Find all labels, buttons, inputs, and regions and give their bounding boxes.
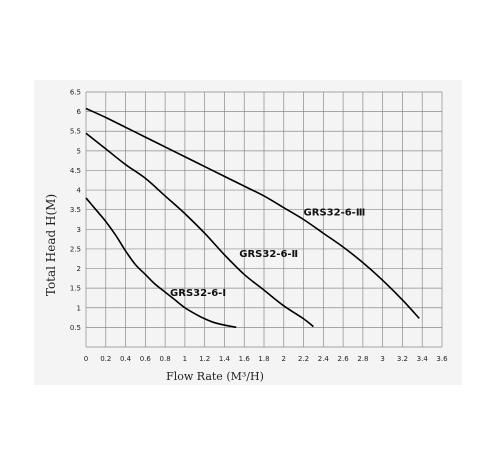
y-tick-label: 4 bbox=[77, 187, 82, 195]
y-tick-labels: 0.5 1 1.5 2 2.5 3 3.5 4 4.5 5 5.5 6 6.5 bbox=[70, 89, 82, 332]
x-tick-label: 3.6 bbox=[436, 355, 448, 363]
x-tick-label: 1.8 bbox=[258, 355, 269, 363]
x-tick-label: 2.4 bbox=[318, 355, 330, 363]
y-tick-label: 6.5 bbox=[70, 89, 81, 97]
x-tick-label: 1.6 bbox=[239, 355, 251, 363]
x-tick-label: 0.6 bbox=[140, 355, 152, 363]
series-label-3: GRS32-6-Ⅲ bbox=[304, 208, 366, 219]
x-tick-label: 2.6 bbox=[338, 355, 350, 363]
y-tick-label: 1 bbox=[77, 304, 81, 312]
series-line-1 bbox=[85, 197, 237, 329]
x-tick-label: 1 bbox=[183, 355, 187, 363]
y-tick-label: 0.5 bbox=[70, 324, 81, 332]
y-tick-label: 3.5 bbox=[70, 206, 81, 214]
x-tick-label: 0 bbox=[84, 355, 88, 363]
series-line-3 bbox=[85, 107, 420, 319]
y-tick-label: 4.5 bbox=[70, 167, 81, 175]
x-tick-label: 2 bbox=[282, 355, 286, 363]
x-tick-label: 0.4 bbox=[120, 355, 132, 363]
y-tick-label: 6 bbox=[77, 108, 82, 116]
x-axis-label: Flow Rate (M³/H) bbox=[166, 370, 264, 383]
y-tick-label: 2 bbox=[77, 265, 81, 273]
series-label-1: GRS32-6-Ⅰ bbox=[170, 288, 226, 299]
x-tick-label: 0.2 bbox=[100, 355, 111, 363]
x-tick-label: 0.8 bbox=[160, 355, 171, 363]
x-tick-label: 2.2 bbox=[298, 355, 309, 363]
y-tick-label: 2.5 bbox=[70, 245, 81, 253]
x-tick-label: 3.4 bbox=[417, 355, 429, 363]
y-tick-label: 1.5 bbox=[70, 285, 81, 293]
x-tick-label: 1.4 bbox=[219, 355, 231, 363]
y-tick-label: 3 bbox=[77, 226, 81, 234]
grid bbox=[85, 91, 443, 348]
x-tick-label: 3.2 bbox=[397, 355, 408, 363]
series-label-2: GRS32-6-Ⅱ bbox=[239, 249, 298, 260]
series-labels: GRS32-6-Ⅰ GRS32-6-Ⅱ GRS32-6-Ⅲ bbox=[170, 208, 365, 299]
y-axis-label: Total Head H(M) bbox=[44, 194, 58, 296]
x-tick-label: 3 bbox=[380, 355, 384, 363]
y-tick-label: 5.5 bbox=[70, 128, 81, 136]
series-line-2 bbox=[85, 132, 314, 328]
chart-panel bbox=[34, 80, 462, 385]
x-tick-label: 1.2 bbox=[199, 355, 210, 363]
y-tick-label: 5 bbox=[77, 147, 81, 155]
series-curves bbox=[85, 107, 420, 329]
x-tick-labels: 0 0.2 0.4 0.6 0.8 1 1.2 1.4 1.6 1.8 2 2.2 2.4 2.6 2.8 3… bbox=[84, 355, 448, 363]
x-tick-label: 2.8 bbox=[357, 355, 368, 363]
